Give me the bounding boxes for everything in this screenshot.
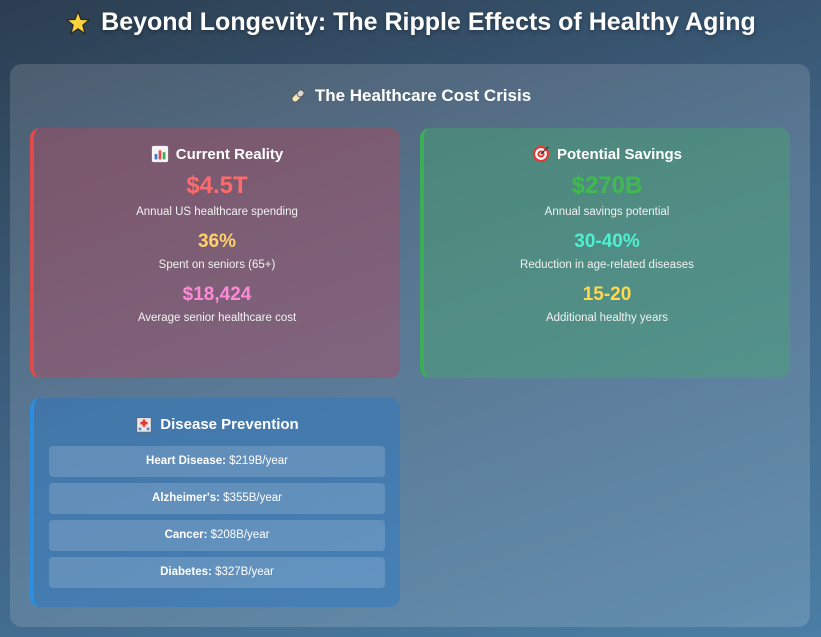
current-reality-title-text: Current Reality (175, 145, 284, 163)
hospital-icon (136, 417, 152, 433)
stat-label: Average senior healthcare cost (137, 312, 297, 324)
list-item: Diabetes: $327B/year (49, 557, 385, 588)
list-item: Heart Disease: $219B/year (49, 446, 385, 477)
potential-savings-card: Potential Savings $270B Annual savings p… (420, 128, 790, 378)
potential-savings-title: Potential Savings (424, 144, 790, 164)
current-reality-card: Current Reality $4.5T Annual US healthca… (30, 128, 400, 378)
disease-list: Heart Disease: $219B/year Alzheimer's: $… (34, 446, 400, 588)
disease-cost: $208B/year (207, 529, 270, 541)
stat-label: Additional healthy years (545, 312, 669, 324)
disease-name: Cancer: (164, 529, 208, 541)
stat-value: $270B (571, 172, 643, 199)
current-reality-title: Current Reality (34, 144, 400, 164)
stat-value: $18,424 (182, 284, 252, 305)
page-title: Beyond Longevity: The Ripple Effects of … (0, 8, 821, 37)
stat-value: 15-20 (582, 284, 632, 305)
stat-label: Annual savings potential (544, 206, 670, 218)
disease-prevention-card: Disease Prevention Heart Disease: $219B/… (30, 398, 400, 607)
disease-name: Heart Disease: (146, 455, 226, 467)
list-item: Cancer: $208B/year (49, 520, 385, 551)
stat-label: Annual US healthcare spending (136, 206, 298, 218)
stat-value: 36% (197, 231, 237, 252)
list-item: Alzheimer's: $355B/year (49, 483, 385, 514)
disease-prevention-title: Disease Prevention (34, 414, 400, 434)
stat-label: Reduction in age-related diseases (520, 259, 694, 271)
bar-chart-icon (151, 145, 168, 163)
disease-prevention-title-text: Disease Prevention (160, 415, 299, 433)
disease-name: Diabetes: (160, 566, 212, 578)
disease-cost: $327B/year (211, 566, 274, 578)
stat-value: 30-40% (574, 231, 640, 252)
healthcare-cost-panel: The Healthcare Cost Crisis Current Reali… (10, 64, 810, 627)
stat-label: Spent on seniors (65+) (158, 259, 276, 271)
pill-icon (291, 89, 305, 103)
disease-name: Alzheimer's: (152, 492, 220, 504)
target-icon (532, 145, 550, 163)
stat-value: $4.5T (186, 172, 248, 199)
star-icon (65, 9, 92, 35)
potential-savings-title-text: Potential Savings (556, 145, 683, 163)
section-title-text: The Healthcare Cost Crisis (314, 86, 532, 105)
disease-cost: $219B/year (225, 455, 288, 467)
disease-cost: $355B/year (219, 492, 282, 504)
page-title-text: Beyond Longevity: The Ripple Effects of … (101, 8, 756, 36)
section-title: The Healthcare Cost Crisis (10, 86, 810, 106)
